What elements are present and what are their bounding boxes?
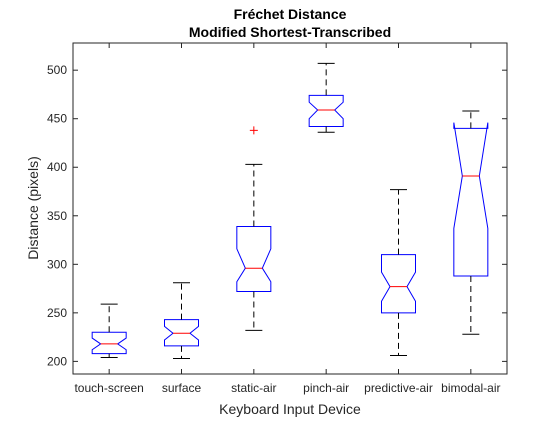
- box-touch-screen: [91, 303, 127, 358]
- chart-subtitle: Modified Shortest-Transcribed: [189, 24, 391, 40]
- box-body: [164, 319, 199, 347]
- y-tick-label: 400: [47, 160, 67, 174]
- y-axis-label: Distance (pixels): [25, 156, 41, 259]
- box-static-air: [236, 126, 272, 331]
- y-tick-label: 300: [47, 257, 67, 271]
- x-tick-label: static-air: [231, 381, 276, 395]
- box-body: [453, 122, 489, 277]
- y-tick-label: 450: [47, 112, 67, 126]
- y-tick-label: 350: [47, 209, 67, 223]
- x-tick-label: pinch-air: [303, 381, 349, 395]
- x-tick-label: predictive-air: [364, 381, 433, 395]
- x-tick-label: surface: [162, 381, 202, 395]
- y-axis: 200 250 300 350 400 450 500: [47, 63, 507, 368]
- y-tick-label: 250: [47, 306, 67, 320]
- box-body: [91, 331, 127, 355]
- x-tick-label: bimodal-air: [441, 381, 500, 395]
- box-body: [308, 94, 344, 127]
- box-predictive-air: [381, 189, 416, 357]
- x-axis-label: Keyboard Input Device: [219, 401, 361, 417]
- box-pinch-air: [308, 62, 344, 133]
- box-body: [236, 225, 272, 292]
- box-bimodal-air: [453, 110, 489, 335]
- x-axis: touch-screen surface static-air pinch-air pr…: [74, 43, 501, 395]
- box-body: [381, 254, 416, 314]
- x-tick-label: touch-screen: [74, 381, 143, 395]
- box-surface: [164, 282, 199, 359]
- box-series: [91, 62, 489, 359]
- y-tick-label: 500: [47, 63, 67, 77]
- plot-area-frame: [72, 42, 508, 375]
- chart-title: Fréchet Distance: [234, 6, 347, 22]
- y-tick-label: 200: [47, 354, 67, 368]
